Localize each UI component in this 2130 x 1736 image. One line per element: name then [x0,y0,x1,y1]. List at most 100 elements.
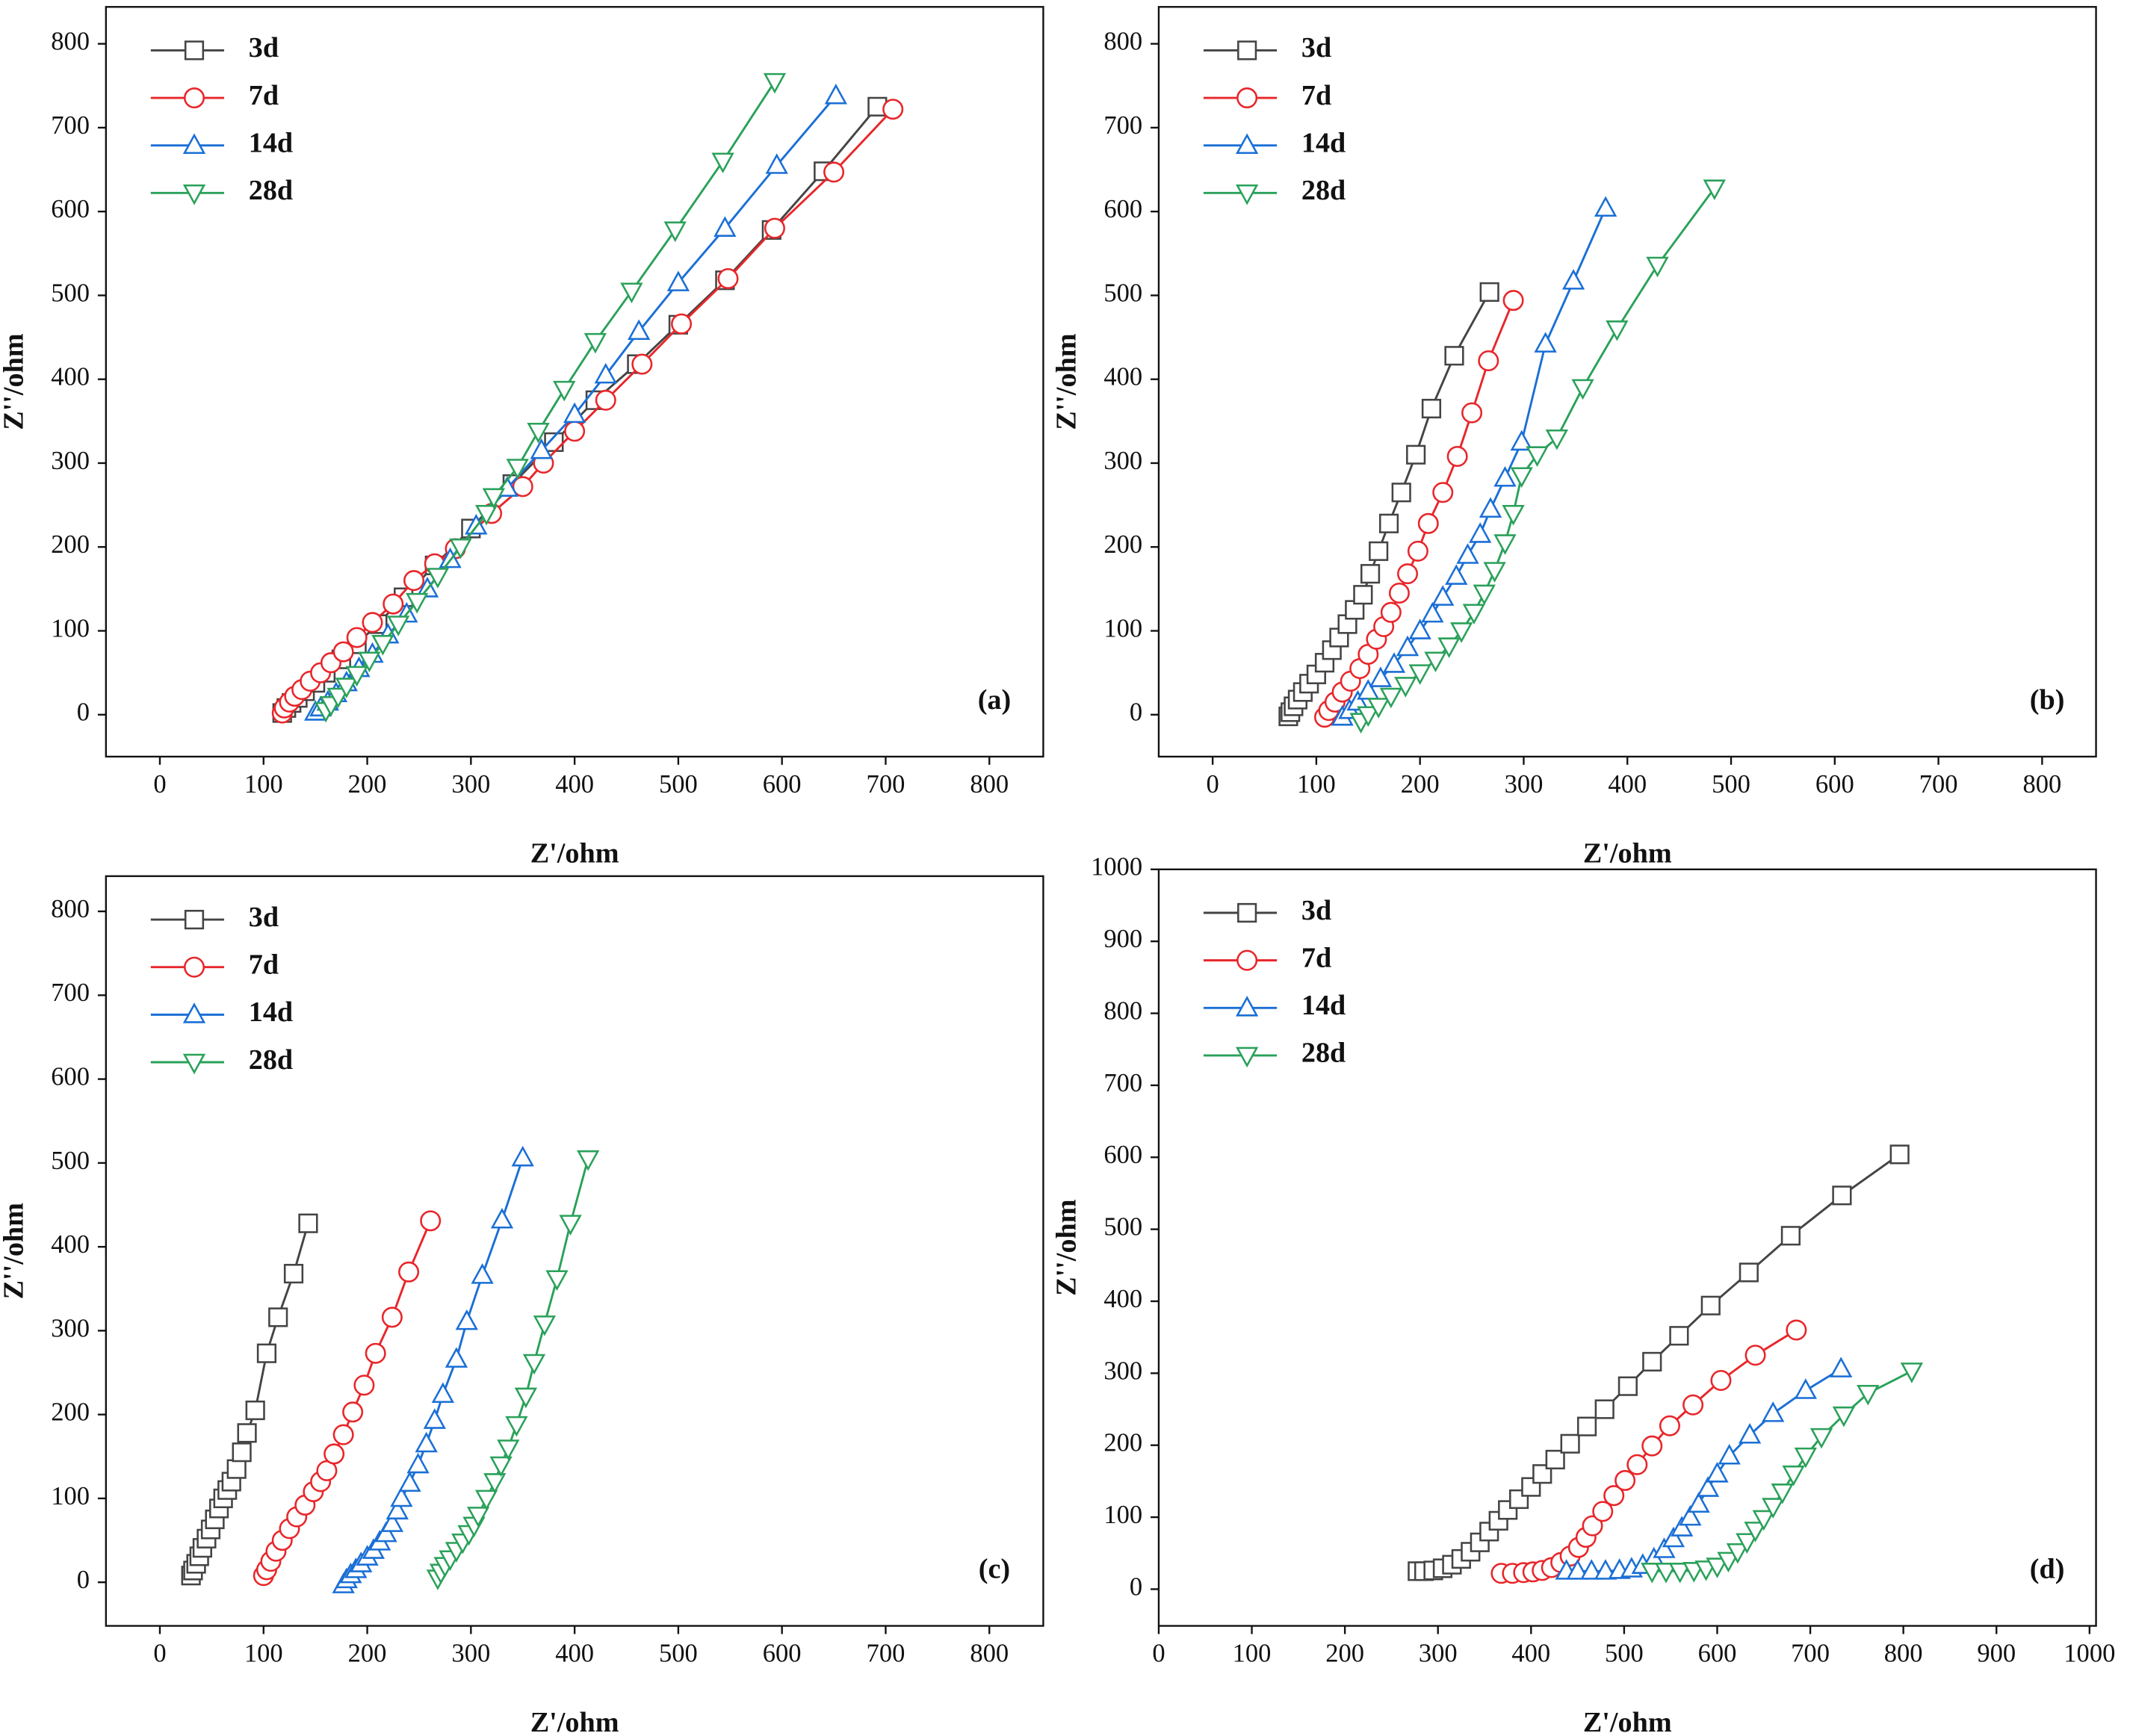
x-tick-label: 800 [1884,1640,1923,1668]
marker [533,1315,557,1336]
marker [1900,1363,1924,1383]
marker [764,217,785,239]
marker [1641,1563,1664,1584]
marker [1483,562,1506,583]
marker [1378,513,1399,533]
legend-marker [184,40,205,61]
marker [483,1473,507,1494]
legend-marker [184,956,205,978]
x-tick-label: 0 [153,770,166,799]
marker [371,635,394,656]
marker [1670,1516,1694,1537]
marker [358,651,381,673]
legend-label: 7d [1301,942,1331,973]
marker [620,282,643,304]
marker [711,152,734,174]
marker [1473,584,1496,606]
marker [1394,677,1417,698]
x-tick-label: 400 [1511,1640,1550,1668]
legend-label: 14d [1301,990,1346,1021]
legend-marker [1236,87,1258,109]
marker [342,1401,364,1423]
legend-marker [182,133,206,155]
marker [512,476,533,497]
marker [490,1207,514,1229]
marker [398,1471,421,1492]
legend-marker [1235,133,1259,155]
marker [1408,664,1431,685]
y-axis-label: Z''/ohm [1051,333,1083,430]
legend-label: 7d [249,949,279,980]
x-tick-label: 800 [970,770,1009,799]
marker [1346,689,1369,711]
marker [1479,497,1502,518]
marker [1407,540,1428,562]
panel-label: (c) [979,1554,1010,1585]
marker [1582,1515,1603,1537]
marker [245,1400,265,1421]
marker [564,421,586,442]
marker [387,616,410,636]
marker [1406,444,1426,465]
marker [345,666,368,687]
panel-label: (d) [2030,1554,2065,1585]
x-tick-label: 200 [1401,770,1440,799]
marker [1408,619,1431,639]
marker [386,1498,409,1520]
x-tick-label: 200 [348,1640,387,1668]
marker [335,678,358,698]
marker [1397,563,1419,585]
marker [505,1416,528,1437]
marker [1594,196,1617,217]
y-tick-label: 200 [51,1398,90,1427]
marker [256,1343,277,1363]
marker [1857,1385,1880,1406]
marker [353,1374,375,1396]
marker [1580,1559,1603,1580]
legend-label: 14d [1301,127,1346,158]
marker [1744,1345,1766,1366]
marker [1469,522,1492,543]
marker [1360,564,1381,584]
x-tick-label: 0 [153,1640,166,1668]
y-tick-label: 0 [77,1566,90,1594]
marker [1617,1376,1638,1396]
marker [1446,445,1468,467]
x-tick-label: 500 [659,1640,698,1668]
y-tick-label: 700 [1103,1069,1142,1097]
marker [497,1439,520,1460]
legend-label: 14d [249,127,293,158]
marker [1510,430,1533,451]
y-tick-label: 100 [51,1482,90,1510]
marker [390,1486,413,1507]
marker [545,1270,569,1292]
marker [823,161,845,183]
y-tick-label: 800 [1103,996,1142,1025]
x-tick-label: 500 [1605,1640,1644,1668]
marker [1502,505,1525,526]
marker [232,1442,252,1463]
y-tick-label: 600 [51,1063,90,1091]
marker [374,1521,397,1543]
marker [1545,429,1569,450]
marker [381,1306,403,1328]
marker [1571,379,1594,400]
y-tick-label: 900 [1103,925,1142,953]
marker [1830,1357,1853,1377]
y-tick-label: 400 [51,1230,90,1259]
y-tick-label: 700 [1103,111,1142,140]
marker [1696,1476,1720,1497]
marker [1679,1504,1702,1526]
panel: 0 100 200 300 400 500 600 700 800 0 100 200 300 400 50… [0,6,1044,869]
x-tick-label: 300 [1419,1640,1458,1668]
x-tick-label: 700 [1791,1640,1830,1668]
marker [1687,1492,1710,1513]
legend-marker [182,185,206,205]
x-tick-label: 0 [1206,770,1219,799]
legend-label: 3d [249,32,279,63]
legend-marker [184,910,205,930]
legend-marker [1235,996,1259,1017]
marker [553,380,576,402]
marker [1642,1351,1662,1372]
